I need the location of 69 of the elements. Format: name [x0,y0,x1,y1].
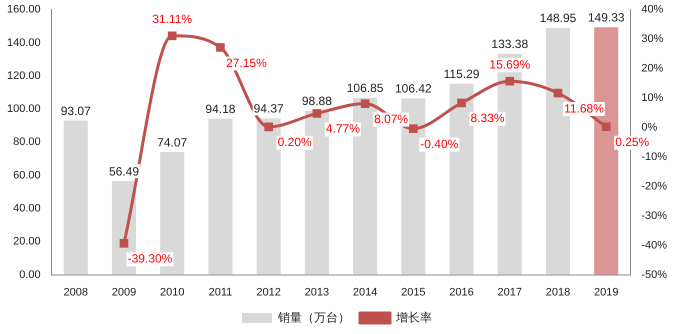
data-label: 8.07% [374,112,408,126]
x-tick-label: 2018 [546,286,570,298]
y2-tick-label: -50% [641,268,668,281]
x-tick-label: 2015 [401,286,426,298]
point [457,98,466,108]
point [505,76,514,86]
data-label: 27.15% [226,56,268,70]
x-tick-label: 2011 [208,286,232,298]
data-label: 74.07 [157,135,188,150]
y-tick-label: 20.00 [13,236,41,248]
y2-tick-label: -40% [641,239,668,252]
x-tick-label: 2009 [112,286,136,298]
x-tick-label: 2008 [64,286,88,298]
y-tick-label: 120.00 [6,70,41,82]
x-tick-label: 2016 [449,286,474,298]
point [312,109,322,118]
point [408,124,418,133]
x-tick-label: 2012 [256,286,281,298]
data-label: 8.33% [470,111,505,126]
legend-label: 销量（万台） [277,310,350,324]
bar [208,118,232,275]
data-label: 149.33 [588,10,625,25]
data-label: 0.25% [615,135,650,150]
y-tick-label: 100.00 [6,103,41,116]
y2-tick-label: -10% [641,150,668,163]
y2-tick-label: 30% [641,33,664,46]
data-label: 93.07 [60,104,92,118]
data-label: 15.69% [489,58,530,72]
data-label: 115.29 [444,67,480,82]
data-label: 31.11% [152,12,192,26]
x-tick-label: 2017 [498,286,522,298]
y-tick-label: 160.00 [6,4,41,16]
y2-tick-label: -20% [641,180,668,192]
data-label: 4.77% [326,122,360,136]
point [264,122,273,132]
y2-tick-label: 0% [641,122,658,134]
data-label: 106.85 [346,81,384,96]
data-label: 106.42 [394,82,432,96]
y-tick-label: 0.00 [19,268,41,281]
point [602,122,611,132]
point [120,238,128,248]
y2-tick-label: 20% [641,62,664,75]
y2-tick-label: 10% [641,92,664,104]
x-tick-label: 2013 [304,286,330,298]
data-label: 56.49 [108,164,140,178]
data-label: 0.20% [278,135,312,150]
y-tick-label: 140.00 [6,36,41,49]
point [168,31,177,40]
y2-tick-label: 40% [641,4,664,16]
bar [64,120,88,275]
x-tick-label: 2014 [352,286,378,298]
data-label: 11.68% [564,101,604,116]
data-label: 133.38 [491,37,528,52]
x-tick-label: 2010 [160,286,184,298]
data-label: 98.88 [302,94,332,108]
data-label: 148.95 [540,11,577,26]
data-label: 94.37 [254,102,284,116]
y2-tick-label: -30% [641,210,668,222]
y-tick-label: 80.00 [13,136,41,148]
y-tick-label: 60.00 [13,169,41,182]
data-label: -0.40% [420,136,459,151]
data-label: -39.30% [128,252,173,266]
point [554,88,562,98]
y-tick-label: 40.00 [13,202,41,215]
x-tick-label: 2019 [594,286,618,298]
data-label: 94.18 [205,102,236,116]
point [216,43,225,52]
legend-label: 增长率 [395,310,432,324]
point [360,99,370,108]
